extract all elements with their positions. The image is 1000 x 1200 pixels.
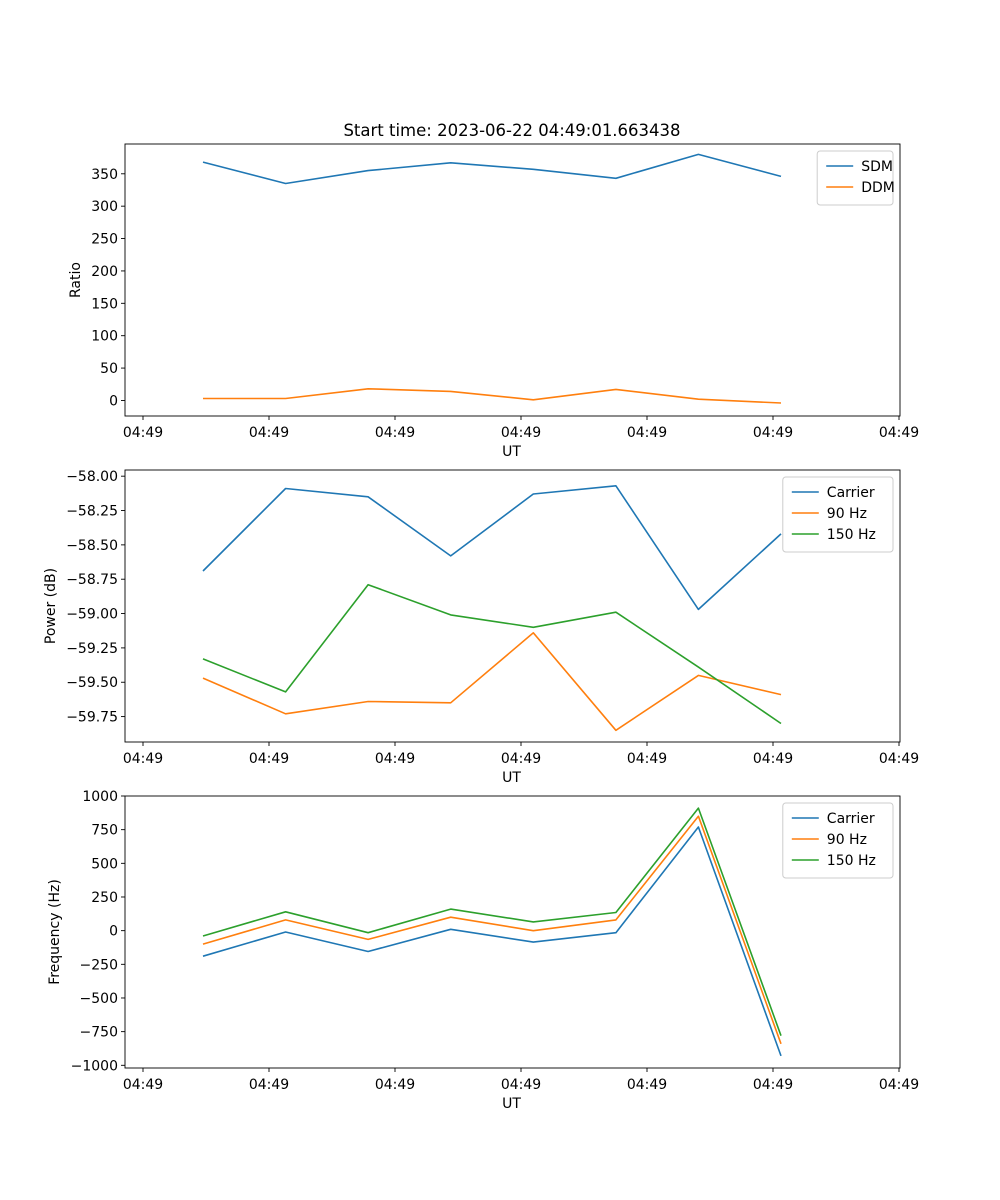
y-tick-label: 250 (91, 890, 118, 906)
y-axis-label: Frequency (Hz) (47, 879, 63, 985)
y-tick-label: 150 (91, 296, 118, 312)
x-tick-label: 04:49 (501, 751, 541, 767)
x-tick-label: 04:49 (375, 1077, 415, 1093)
y-tick-label: 50 (100, 361, 118, 377)
legend-label: 90 Hz (827, 506, 867, 522)
chart-panel-3: −1000 −750 −500 −250 0 250 500 750 1000 04:49 04:4… (47, 789, 919, 1112)
x-tick-label: 04:49 (249, 425, 289, 441)
y-axis-label: Power (dB) (43, 568, 59, 644)
x-tick-label: 04:49 (501, 1077, 541, 1093)
y-tick-label: 0 (109, 924, 118, 940)
legend: SDM DDM (816, 150, 895, 206)
x-axis-label: UT (502, 770, 521, 786)
y-tick-label: 750 (91, 823, 118, 839)
y-tick-label: 300 (91, 199, 118, 215)
y-tick-label: 1000 (82, 789, 118, 805)
y-tick-label: 350 (91, 167, 118, 183)
y-tick-label: 0 (109, 393, 118, 409)
y-tick-label: −59.75 (66, 710, 118, 726)
y-tick-label: −59.50 (66, 675, 118, 691)
x-tick-label: 04:49 (753, 1077, 793, 1093)
legend: Carrier 90 Hz 150 Hz (782, 476, 894, 553)
x-tick-label: 04:49 (879, 425, 919, 441)
x-tick-label: 04:49 (375, 751, 415, 767)
chart-panel-2: −59.75 −59.50 −59.25 −59.00 −58.75 −58.50 −58.… (43, 469, 919, 786)
legend-label: DDM (861, 180, 895, 196)
x-tick-label: 04:49 (627, 1077, 667, 1093)
y-tick-label: −58.25 (66, 504, 118, 520)
x-tick-label: 04:49 (249, 1077, 289, 1093)
y-tick-label: 200 (91, 264, 118, 280)
series-line-carrier (202, 826, 782, 1057)
series-line-150-hz (202, 807, 782, 1036)
y-tick-label: 500 (91, 856, 118, 872)
x-axis-label: UT (502, 444, 521, 460)
x-tick-label: 04:49 (375, 425, 415, 441)
y-tick-label: −58.75 (66, 572, 118, 588)
series-line-90-hz (202, 631, 782, 732)
legend-label: SDM (861, 159, 893, 175)
legend: Carrier 90 Hz 150 Hz (782, 802, 894, 879)
x-tick-label: 04:49 (501, 425, 541, 441)
series-line-ddm (203, 387, 782, 404)
chart-panel-1: 0 50 100 150 200 250 300 350 04:49 04:49 04:49 04:4… (68, 143, 919, 460)
y-tick-label: −58.00 (66, 469, 118, 485)
series-line-carrier (202, 484, 782, 611)
y-axis-label: Ratio (68, 262, 84, 298)
y-tick-label: −59.25 (66, 641, 118, 657)
x-tick-label: 04:49 (123, 751, 163, 767)
y-tick-label: −500 (80, 991, 118, 1007)
x-axis-label: UT (502, 1096, 521, 1112)
legend-label: Carrier (827, 485, 875, 501)
y-tick-label: −250 (80, 957, 118, 973)
axes-frame (124, 469, 901, 743)
x-tick-label: 04:49 (753, 425, 793, 441)
legend-box (816, 150, 894, 206)
x-tick-label: 04:49 (249, 751, 289, 767)
x-tick-label: 04:49 (123, 425, 163, 441)
y-tick-label: 100 (91, 329, 118, 345)
axes-frame (124, 143, 901, 417)
legend-label: 150 Hz (827, 527, 876, 543)
x-tick-label: 04:49 (753, 751, 793, 767)
y-tick-label: 250 (91, 232, 118, 248)
x-tick-label: 04:49 (879, 1077, 919, 1093)
series-line-sdm (202, 153, 782, 185)
x-tick-label: 04:49 (123, 1077, 163, 1093)
x-tick-label: 04:49 (627, 425, 667, 441)
legend-label: 90 Hz (827, 832, 867, 848)
series-line-150-hz (202, 583, 782, 725)
y-tick-label: −1000 (71, 1058, 118, 1074)
x-tick-label: 04:49 (879, 751, 919, 767)
legend-label: 150 Hz (827, 853, 876, 869)
y-tick-label: −58.50 (66, 538, 118, 554)
axes-frame (124, 795, 901, 1069)
legend-label: Carrier (827, 811, 875, 827)
y-tick-label: −750 (80, 1025, 118, 1041)
series-line-90-hz (202, 815, 782, 1045)
chart-title: Start time: 2023-06-22 04:49:01.663438 (343, 121, 680, 140)
y-tick-label: −59.00 (66, 607, 118, 623)
x-tick-label: 04:49 (627, 751, 667, 767)
